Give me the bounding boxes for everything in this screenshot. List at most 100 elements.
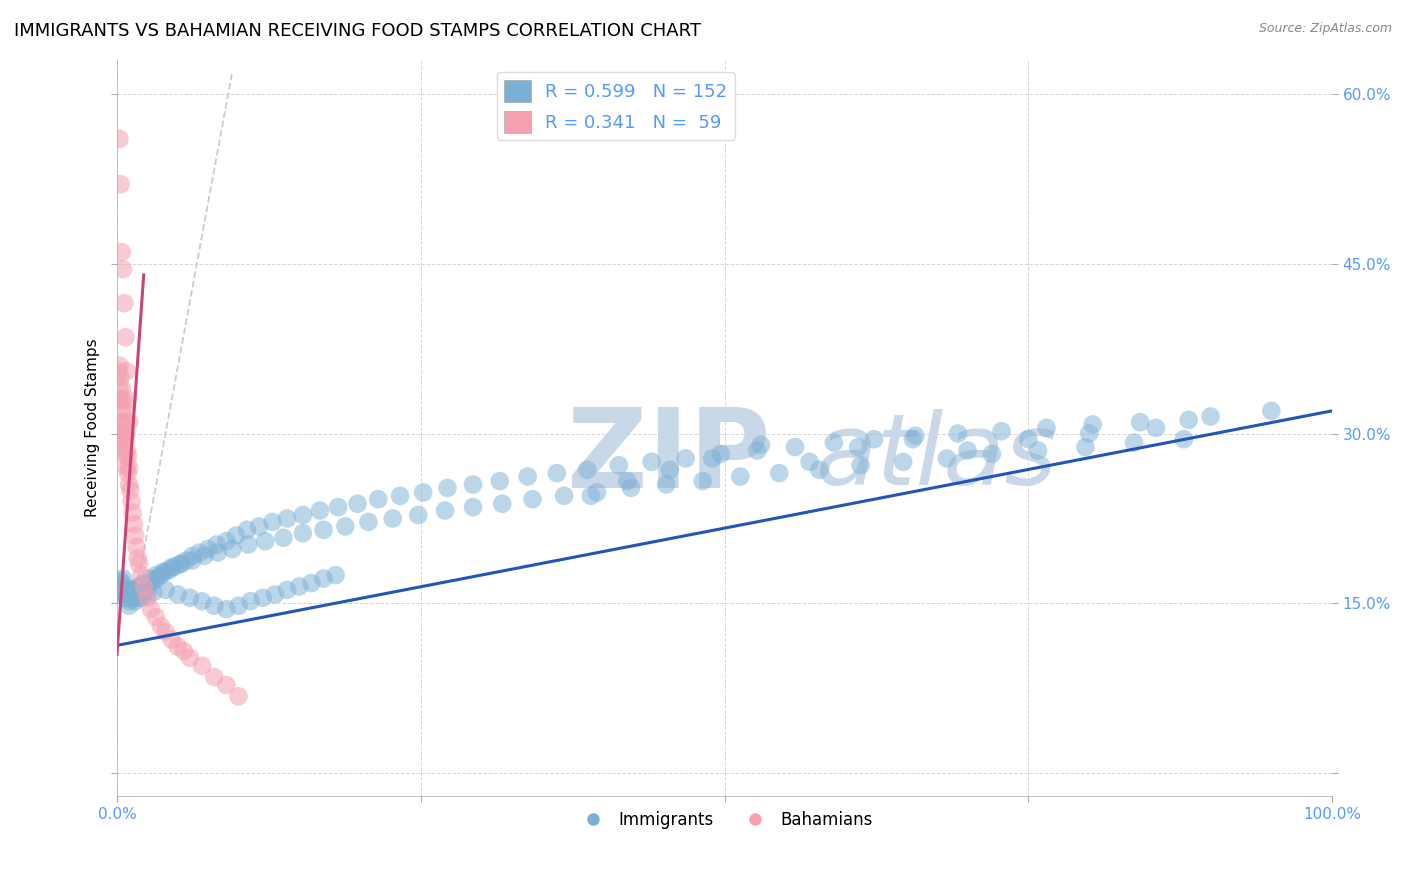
- Point: [118, 599, 141, 613]
- Point: [121, 494, 143, 508]
- Point: [658, 463, 681, 477]
- Point: [139, 602, 162, 616]
- Point: [236, 523, 259, 537]
- Point: [125, 582, 148, 596]
- Point: [188, 545, 211, 559]
- Point: [408, 508, 430, 522]
- Point: [118, 594, 141, 608]
- Point: [956, 443, 979, 458]
- Point: [124, 582, 146, 597]
- Point: [117, 392, 139, 407]
- Point: [312, 523, 335, 537]
- Point: [783, 440, 806, 454]
- Point: [1035, 421, 1057, 435]
- Point: [117, 591, 139, 605]
- Point: [121, 582, 143, 597]
- Point: [159, 562, 181, 576]
- Point: [112, 296, 135, 310]
- Point: [205, 537, 228, 551]
- Point: [291, 508, 314, 522]
- Point: [121, 587, 143, 601]
- Text: atlas: atlas: [815, 409, 1057, 506]
- Point: [197, 542, 219, 557]
- Point: [488, 474, 510, 488]
- Point: [749, 438, 772, 452]
- Point: [114, 591, 136, 605]
- Point: [128, 579, 150, 593]
- Point: [128, 557, 150, 571]
- Point: [239, 594, 262, 608]
- Point: [129, 582, 152, 597]
- Point: [121, 506, 143, 520]
- Point: [299, 576, 322, 591]
- Point: [139, 572, 162, 586]
- Point: [461, 500, 484, 515]
- Point: [131, 587, 153, 601]
- Point: [170, 557, 193, 571]
- Point: [129, 591, 152, 605]
- Point: [128, 579, 150, 593]
- Point: [692, 474, 714, 488]
- Point: [108, 579, 131, 593]
- Point: [1129, 415, 1152, 429]
- Point: [142, 585, 165, 599]
- Point: [155, 624, 177, 639]
- Point: [389, 489, 412, 503]
- Point: [127, 551, 149, 566]
- Point: [114, 330, 136, 344]
- Point: [586, 485, 609, 500]
- Point: [491, 497, 513, 511]
- Point: [553, 489, 575, 503]
- Text: IMMIGRANTS VS BAHAMIAN RECEIVING FOOD STAMPS CORRELATION CHART: IMMIGRANTS VS BAHAMIAN RECEIVING FOOD ST…: [14, 22, 702, 40]
- Point: [112, 572, 135, 586]
- Point: [849, 458, 872, 473]
- Point: [139, 576, 162, 591]
- Point: [112, 443, 135, 458]
- Point: [110, 415, 132, 429]
- Point: [112, 404, 135, 418]
- Point: [114, 449, 136, 463]
- Point: [191, 594, 214, 608]
- Point: [655, 477, 678, 491]
- Point: [136, 591, 159, 605]
- Point: [142, 574, 165, 588]
- Point: [110, 574, 132, 588]
- Point: [228, 690, 250, 704]
- Point: [325, 568, 347, 582]
- Point: [193, 549, 215, 563]
- Point: [107, 364, 129, 378]
- Point: [107, 392, 129, 407]
- Point: [238, 537, 260, 551]
- Point: [111, 426, 134, 441]
- Point: [114, 432, 136, 446]
- Point: [136, 587, 159, 601]
- Point: [461, 477, 484, 491]
- Point: [1081, 417, 1104, 432]
- Point: [124, 585, 146, 599]
- Point: [111, 576, 134, 591]
- Point: [228, 599, 250, 613]
- Point: [117, 466, 139, 480]
- Point: [112, 392, 135, 407]
- Point: [202, 599, 225, 613]
- Point: [935, 451, 957, 466]
- Legend: Immigrants, Bahamians: Immigrants, Bahamians: [569, 805, 879, 836]
- Point: [165, 559, 187, 574]
- Point: [121, 591, 143, 605]
- Point: [990, 424, 1012, 438]
- Point: [1017, 432, 1039, 446]
- Point: [136, 582, 159, 597]
- Point: [202, 670, 225, 684]
- Point: [247, 519, 270, 533]
- Point: [115, 426, 138, 441]
- Point: [160, 632, 183, 647]
- Point: [132, 576, 155, 591]
- Text: Source: ZipAtlas.com: Source: ZipAtlas.com: [1258, 22, 1392, 36]
- Point: [111, 245, 134, 260]
- Point: [112, 415, 135, 429]
- Point: [155, 565, 177, 579]
- Point: [111, 381, 134, 395]
- Point: [174, 553, 197, 567]
- Point: [616, 474, 638, 488]
- Point: [110, 392, 132, 407]
